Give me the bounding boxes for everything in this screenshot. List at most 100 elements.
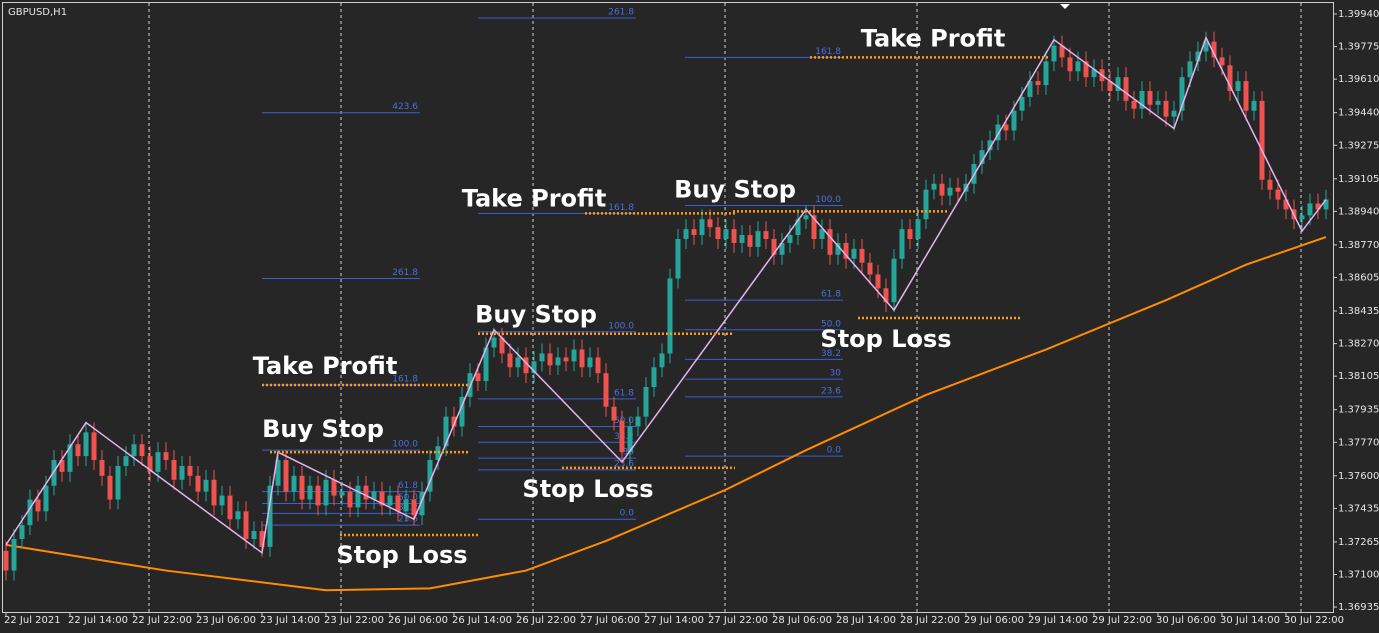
fib-label: 50.0 xyxy=(398,493,418,503)
candle-body xyxy=(739,235,745,243)
candle-body xyxy=(427,460,433,492)
candle-body xyxy=(819,229,825,239)
candle-body xyxy=(147,456,153,472)
candle-body xyxy=(899,229,905,259)
candle-body xyxy=(915,219,921,239)
candle-body xyxy=(795,219,801,236)
candle-body xyxy=(419,491,425,516)
candle-body xyxy=(643,387,649,417)
candle-body xyxy=(355,485,361,508)
candle-body xyxy=(1155,100,1161,105)
candle-body xyxy=(755,231,761,247)
y-tick-label: 1.39940 xyxy=(1338,9,1379,20)
y-tick-label: 1.39275 xyxy=(1338,140,1379,151)
candle-body xyxy=(1187,61,1193,78)
x-tick-label: 26 Jul 14:00 xyxy=(452,615,512,626)
fib-label: 30 xyxy=(830,369,842,379)
candle-body xyxy=(659,353,665,368)
y-tick-label: 1.37600 xyxy=(1338,471,1379,482)
moving-average xyxy=(5,236,1327,592)
candle-body xyxy=(75,444,81,457)
candle-body xyxy=(1211,41,1217,58)
x-tick-label: 28 Jul 06:00 xyxy=(772,615,832,626)
x-tick-label: 23 Jul 06:00 xyxy=(196,615,256,626)
fib-label: 161.8 xyxy=(815,47,841,57)
candle-body xyxy=(891,258,897,303)
candle-body xyxy=(187,465,193,476)
candle-body xyxy=(619,420,625,453)
candle-body xyxy=(1003,124,1009,131)
candle-body xyxy=(883,288,889,303)
y-tick-label: 1.38435 xyxy=(1338,306,1379,317)
shift-marker xyxy=(1060,4,1070,9)
candle-body xyxy=(43,485,49,512)
candle-body xyxy=(611,406,617,421)
candle-body xyxy=(1235,81,1241,91)
candle-body xyxy=(275,460,281,486)
x-tick-label: 29 Jul 22:00 xyxy=(1092,615,1152,626)
fib-label: 161.8 xyxy=(608,203,634,213)
fib-label: 423.6 xyxy=(392,102,418,112)
candle-body xyxy=(283,460,289,492)
candle-body xyxy=(1315,203,1321,210)
candle-body xyxy=(203,479,209,492)
candle-body xyxy=(139,444,145,457)
candle-body xyxy=(387,495,393,506)
candle-body xyxy=(339,491,345,496)
candle-body xyxy=(1083,61,1089,78)
candle-body xyxy=(1203,41,1209,52)
candle-body xyxy=(547,353,553,366)
y-tick-label: 1.38270 xyxy=(1338,339,1379,350)
candle-body xyxy=(363,485,369,500)
candle-body xyxy=(11,538,17,571)
fib-label: 61.8 xyxy=(614,388,634,398)
y-tick-label: 1.39440 xyxy=(1338,108,1379,119)
trade-label: Take Profit xyxy=(861,24,1006,52)
fib-label: 50.0 xyxy=(821,319,841,329)
candle-body xyxy=(3,550,9,571)
fib-label: 61.8 xyxy=(398,481,418,491)
trade-label: Buy Stop xyxy=(475,301,597,329)
y-tick-label: 1.39775 xyxy=(1338,42,1379,53)
candle-body xyxy=(443,416,449,447)
candle-body xyxy=(955,187,961,192)
trade-label: Take Profit xyxy=(253,352,398,380)
x-tick-label: 27 Jul 06:00 xyxy=(580,615,640,626)
candle-body xyxy=(331,479,337,496)
candle-body xyxy=(243,511,249,539)
x-tick-label: 22 Jul 14:00 xyxy=(68,615,128,626)
fib-label: 100.0 xyxy=(815,195,841,205)
candle-body xyxy=(499,337,505,354)
candle-body xyxy=(1075,61,1081,72)
candle-body xyxy=(787,235,793,243)
candle-body xyxy=(827,229,833,255)
candle-body xyxy=(1067,57,1073,72)
candle-body xyxy=(211,479,217,506)
candle-body xyxy=(299,475,305,500)
candle-body xyxy=(595,357,601,374)
candle-body xyxy=(99,460,105,476)
candle-body xyxy=(1091,69,1097,78)
candle-body xyxy=(1307,203,1313,216)
candle-body xyxy=(219,495,225,506)
candle-body xyxy=(843,242,849,259)
candle-body xyxy=(571,349,577,362)
candle-body xyxy=(579,349,585,368)
fib-label: 100.0 xyxy=(392,440,418,450)
candle-body xyxy=(779,242,785,255)
trade-label: Take Profit xyxy=(462,184,607,212)
candle-body xyxy=(291,475,297,492)
x-tick-label: 29 Jul 06:00 xyxy=(964,615,1024,626)
candle-body xyxy=(811,215,817,239)
x-tick-label: 30 Jul 14:00 xyxy=(1220,615,1280,626)
fib-label: 38.2 xyxy=(821,349,841,359)
candle-body xyxy=(683,229,689,239)
candle-body xyxy=(451,416,457,427)
candle-body xyxy=(627,426,633,453)
candle-body xyxy=(371,491,377,500)
x-tick-label: 28 Jul 14:00 xyxy=(836,615,896,626)
candle-body xyxy=(1299,215,1305,220)
candle-body xyxy=(67,444,73,472)
candle-body xyxy=(1179,77,1185,111)
trade-label: Buy Stop xyxy=(674,175,796,203)
